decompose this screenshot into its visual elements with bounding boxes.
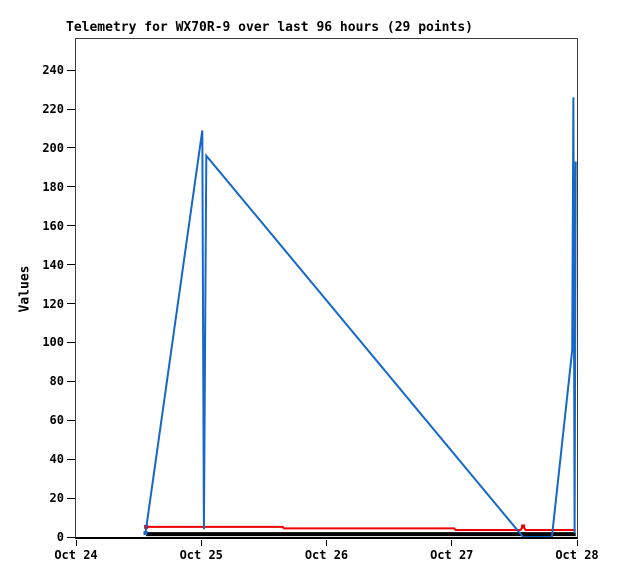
y-tick-label: 100 [42,335,64,350]
y-tick-mark [67,458,75,460]
y-tick-mark [67,69,75,71]
y-tick-label: 180 [42,179,64,194]
series-marker-channel-blue [143,531,148,536]
y-tick-label: 40 [49,452,64,467]
x-tick-mark [75,540,77,546]
y-tick-mark [67,497,75,499]
plot-area [75,38,578,539]
series-line-channel-blue [144,97,577,537]
y-tick-mark [67,536,75,538]
series-line-channel-red [146,524,576,531]
y-tick-label: 200 [42,140,64,155]
series-marker-channel-red [521,524,526,529]
y-tick-mark [67,225,75,227]
y-tick-label: 220 [42,102,64,117]
y-tick-label: 140 [42,257,64,272]
y-tick-label: 60 [49,413,64,428]
x-tick-label: Oct 27 [430,548,474,562]
y-tick-mark [67,147,75,149]
x-tick-mark [326,540,327,546]
y-tick-label: 0 [56,530,64,544]
y-tick-mark [67,341,75,343]
x-tick-mark [576,540,578,546]
y-tick-label: 160 [42,218,64,233]
y-tick-mark [67,419,75,421]
y-tick-label: 80 [49,374,64,389]
x-tick-label: Oct 26 [304,548,349,562]
x-tick-mark [200,540,202,546]
x-tick-label: Oct 24 [54,548,98,562]
y-tick-mark [67,303,75,305]
y-tick-label: 240 [42,63,64,78]
y-tick-mark [67,380,75,382]
x-tick-label: Oct 25 [179,548,223,562]
y-tick-label: 120 [42,296,64,311]
y-tick-mark [67,186,75,188]
plot-svg [143,97,577,537]
y-tick-mark [67,108,75,110]
y-tick-label: 20 [49,491,64,506]
x-tick-label: Oct 28 [555,548,599,562]
y-tick-mark [67,264,75,266]
x-tick-mark [451,540,453,546]
chart-title: Telemetry for WX70R-9 over last 96 hours… [66,20,473,35]
